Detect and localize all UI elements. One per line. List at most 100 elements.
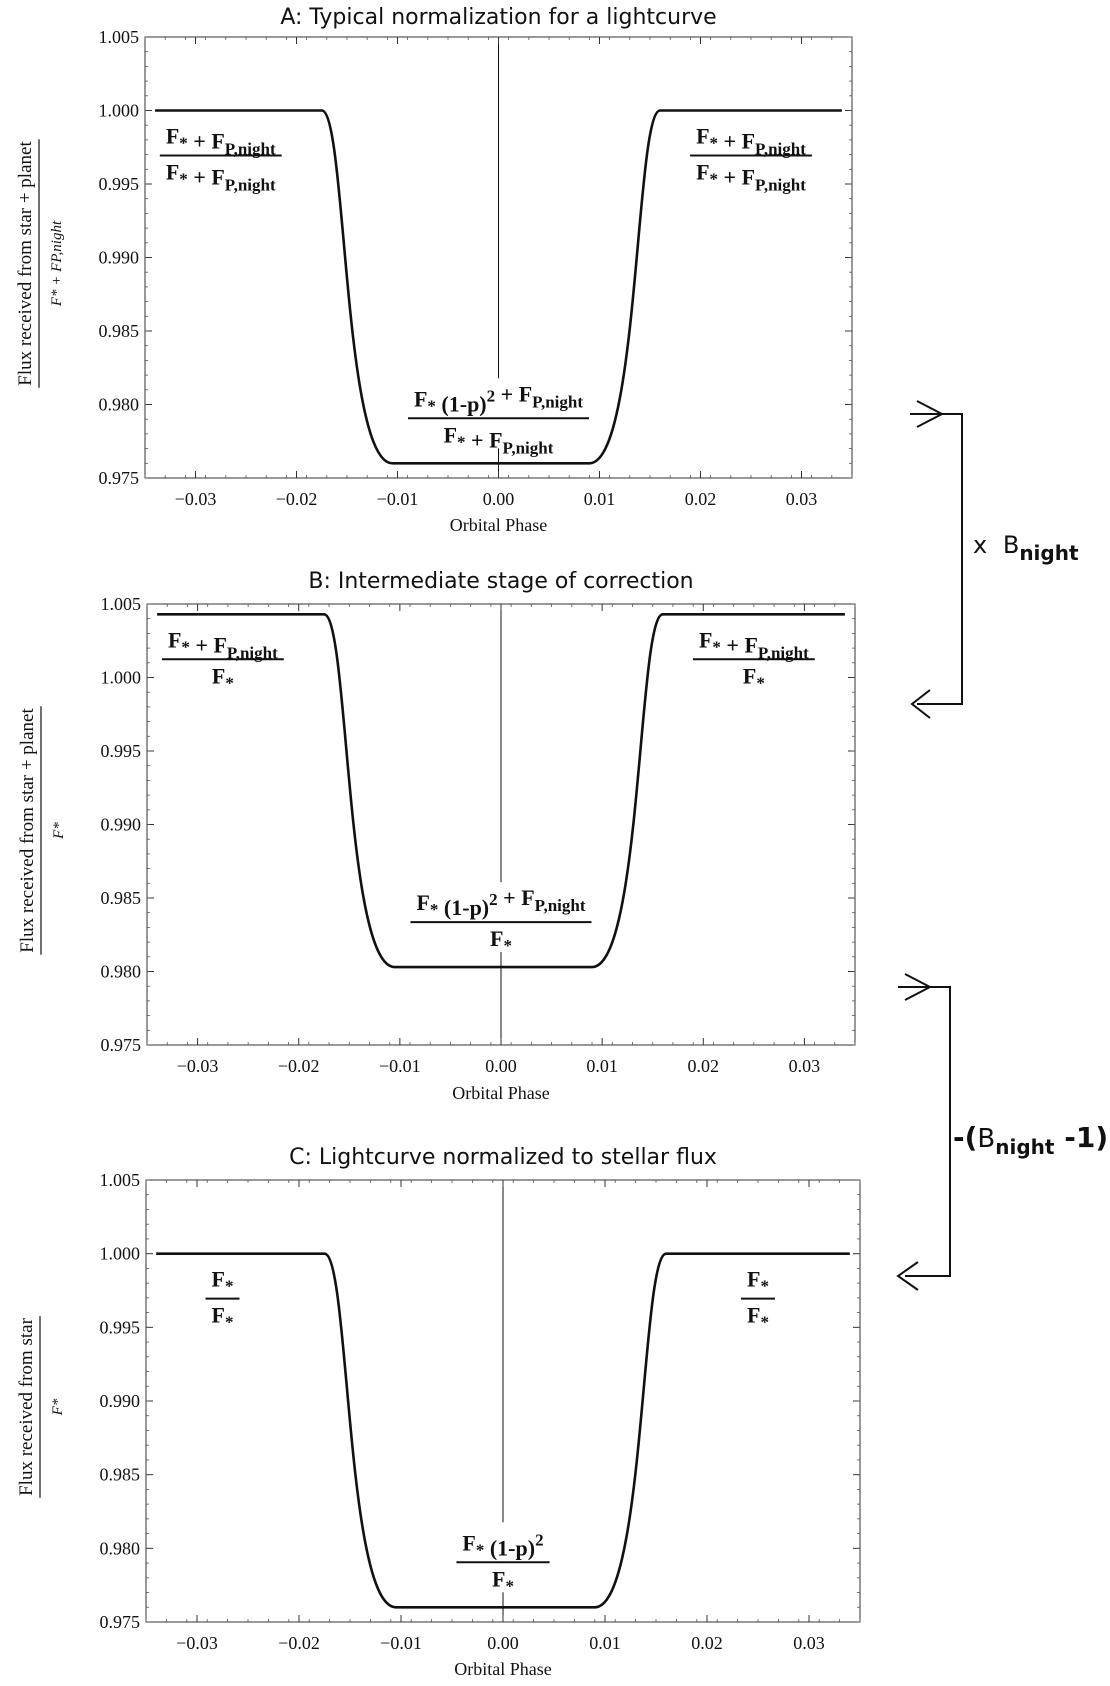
y-tick-label: 0.990: [100, 1391, 141, 1411]
annotation-left-numerator: F*: [212, 1267, 234, 1296]
y-axis-label-denominator: F*: [51, 822, 67, 840]
annotation-center: F* (1-p)2 + FP,night F*: [410, 885, 592, 955]
x-tick-label: 0.01: [589, 1633, 621, 1653]
chart-title: B: Intermediate stage of correction: [308, 569, 693, 594]
x-tick-label: 0.02: [691, 1633, 723, 1653]
subtract-operation: -(Bnight -1): [896, 973, 1108, 1291]
annotation-right-numerator: F* + FP,night: [696, 124, 806, 159]
x-tick-label: −0.01: [380, 1633, 422, 1653]
x-tick-label: −0.02: [276, 489, 318, 509]
x-tick-label: 0.00: [483, 489, 515, 509]
x-tick-label: −0.03: [175, 489, 217, 509]
y-axis-label-denominator: F* + FP,night: [49, 220, 65, 307]
y-tick-label: 0.985: [100, 1465, 141, 1485]
annotation-left-denominator: F* + FP,night: [166, 160, 276, 195]
annotation-right-denominator: F*: [747, 1303, 769, 1332]
charts-group: A: Typical normalization for a lightcurv…: [15, 5, 861, 1679]
chart-title: C: Lightcurve normalized to stellar flux: [289, 1145, 717, 1170]
annotation-center-denominator: F*: [492, 1566, 514, 1595]
subtract-prefix: -(: [953, 1121, 977, 1154]
annotation-right: F* F*: [741, 1267, 775, 1332]
x-tick-label: 0.02: [685, 489, 717, 509]
y-tick-label: 1.005: [100, 1170, 141, 1190]
subtract-suffix: -1): [1054, 1121, 1108, 1154]
annotation-center-numerator: F* (1-p)2 + FP,night: [414, 381, 583, 416]
multiply-bracket: [917, 413, 963, 705]
y-tick-label: 0.975: [101, 1035, 142, 1055]
annotation-left-numerator: F* + FP,night: [166, 124, 276, 159]
y-tick-label: 1.005: [99, 27, 140, 47]
y-axis-label-numerator: Flux received from star + planet: [17, 708, 38, 953]
lightcurve-line: [156, 1252, 850, 1609]
x-tick-label: 0.00: [487, 1633, 519, 1653]
annotation-center-denominator: F*: [490, 926, 512, 955]
x-tick-label: −0.03: [177, 1056, 219, 1076]
annotation-center: F* (1-p)2 + FP,night F* + FP,night: [407, 381, 590, 457]
x-tick-label: −0.01: [379, 1056, 421, 1076]
subtract-bracket: [905, 986, 951, 1277]
x-axis-label: Orbital Phase: [452, 1083, 549, 1103]
annotation-center-numerator: F* (1-p)2: [462, 1530, 543, 1560]
x-tick-label: 0.01: [584, 489, 616, 509]
y-axis-label: Flux received from star F*: [16, 1316, 66, 1498]
x-tick-label: 0.03: [793, 1633, 825, 1653]
y-tick-label: 0.995: [100, 1317, 141, 1337]
y-tick-label: 0.985: [101, 888, 142, 908]
y-tick-label: 0.975: [99, 468, 140, 488]
y-axis-label-numerator: Flux received from star: [16, 1317, 37, 1495]
annotation-left-denominator: F*: [212, 1303, 234, 1332]
y-axis-label-numerator: Flux received from star + planet: [15, 141, 36, 386]
chart-title: A: Typical normalization for a lightcurv…: [280, 5, 716, 30]
annotation-center-bg: [401, 882, 601, 953]
subtract-symbol: B: [977, 1124, 995, 1154]
y-tick-label: 0.990: [99, 248, 140, 268]
y-axis-label-denominator: F*: [50, 1398, 66, 1416]
chart-panel-b: B: Intermediate stage of correction 1.005…: [17, 569, 856, 1103]
x-tick-label: 0.02: [688, 1056, 720, 1076]
chart-panel-c: C: Lightcurve normalized to stellar flux…: [16, 1145, 861, 1679]
y-tick-label: 0.990: [101, 815, 142, 835]
lightcurve-line: [155, 109, 842, 465]
annotation-right-denominator: F* + FP,night: [696, 160, 806, 195]
multiply-prefix: x: [973, 531, 987, 559]
y-axis-label: Flux received from star + planet F*: [17, 706, 67, 955]
annotation-center: F* (1-p)2 F*: [456, 1530, 550, 1595]
x-tick-label: 0.00: [485, 1056, 517, 1076]
y-tick-label: 1.000: [99, 101, 140, 121]
multiply-operation: x Bnight: [910, 400, 1079, 719]
x-tick-label: 0.03: [789, 1056, 821, 1076]
x-tick-label: 0.03: [786, 489, 818, 509]
annotation-center-bg: [403, 1522, 603, 1593]
annotation-right-numerator: F* + FP,night: [699, 627, 809, 662]
annotation-center-bg: [398, 378, 599, 449]
subtract-arrow-bottom: [896, 1261, 919, 1291]
x-tick-label: −0.03: [176, 1633, 218, 1653]
annotation-left: F* F*: [205, 1267, 240, 1332]
annotation-right-denominator: F*: [743, 663, 765, 692]
y-tick-label: 0.980: [100, 1538, 141, 1558]
x-axis-label: Orbital Phase: [454, 1659, 551, 1679]
y-tick-label: 1.005: [101, 594, 142, 614]
y-tick-label: 0.995: [99, 174, 140, 194]
chart-panel-a: A: Typical normalization for a lightcurv…: [15, 5, 853, 535]
y-tick-label: 0.980: [99, 395, 140, 415]
multiply-arrow-bottom: [910, 689, 931, 719]
annotation-left-denominator: F*: [212, 663, 234, 692]
annotation-center-denominator: F* + FP,night: [444, 422, 554, 457]
y-tick-label: 1.000: [100, 1244, 141, 1264]
y-tick-label: 0.995: [101, 741, 142, 761]
y-tick-label: 0.980: [101, 962, 142, 982]
x-tick-label: −0.01: [377, 489, 419, 509]
lightcurve-line: [157, 612, 845, 969]
y-tick-label: 0.985: [99, 321, 140, 341]
x-tick-label: −0.02: [278, 1056, 320, 1076]
svg-text:-(Bnight -1): -(Bnight -1): [953, 1121, 1108, 1159]
x-tick-label: −0.02: [278, 1633, 320, 1653]
y-axis-label: Flux received from star + planet F* + FP,…: [15, 139, 65, 388]
x-tick-label: 0.01: [586, 1056, 618, 1076]
